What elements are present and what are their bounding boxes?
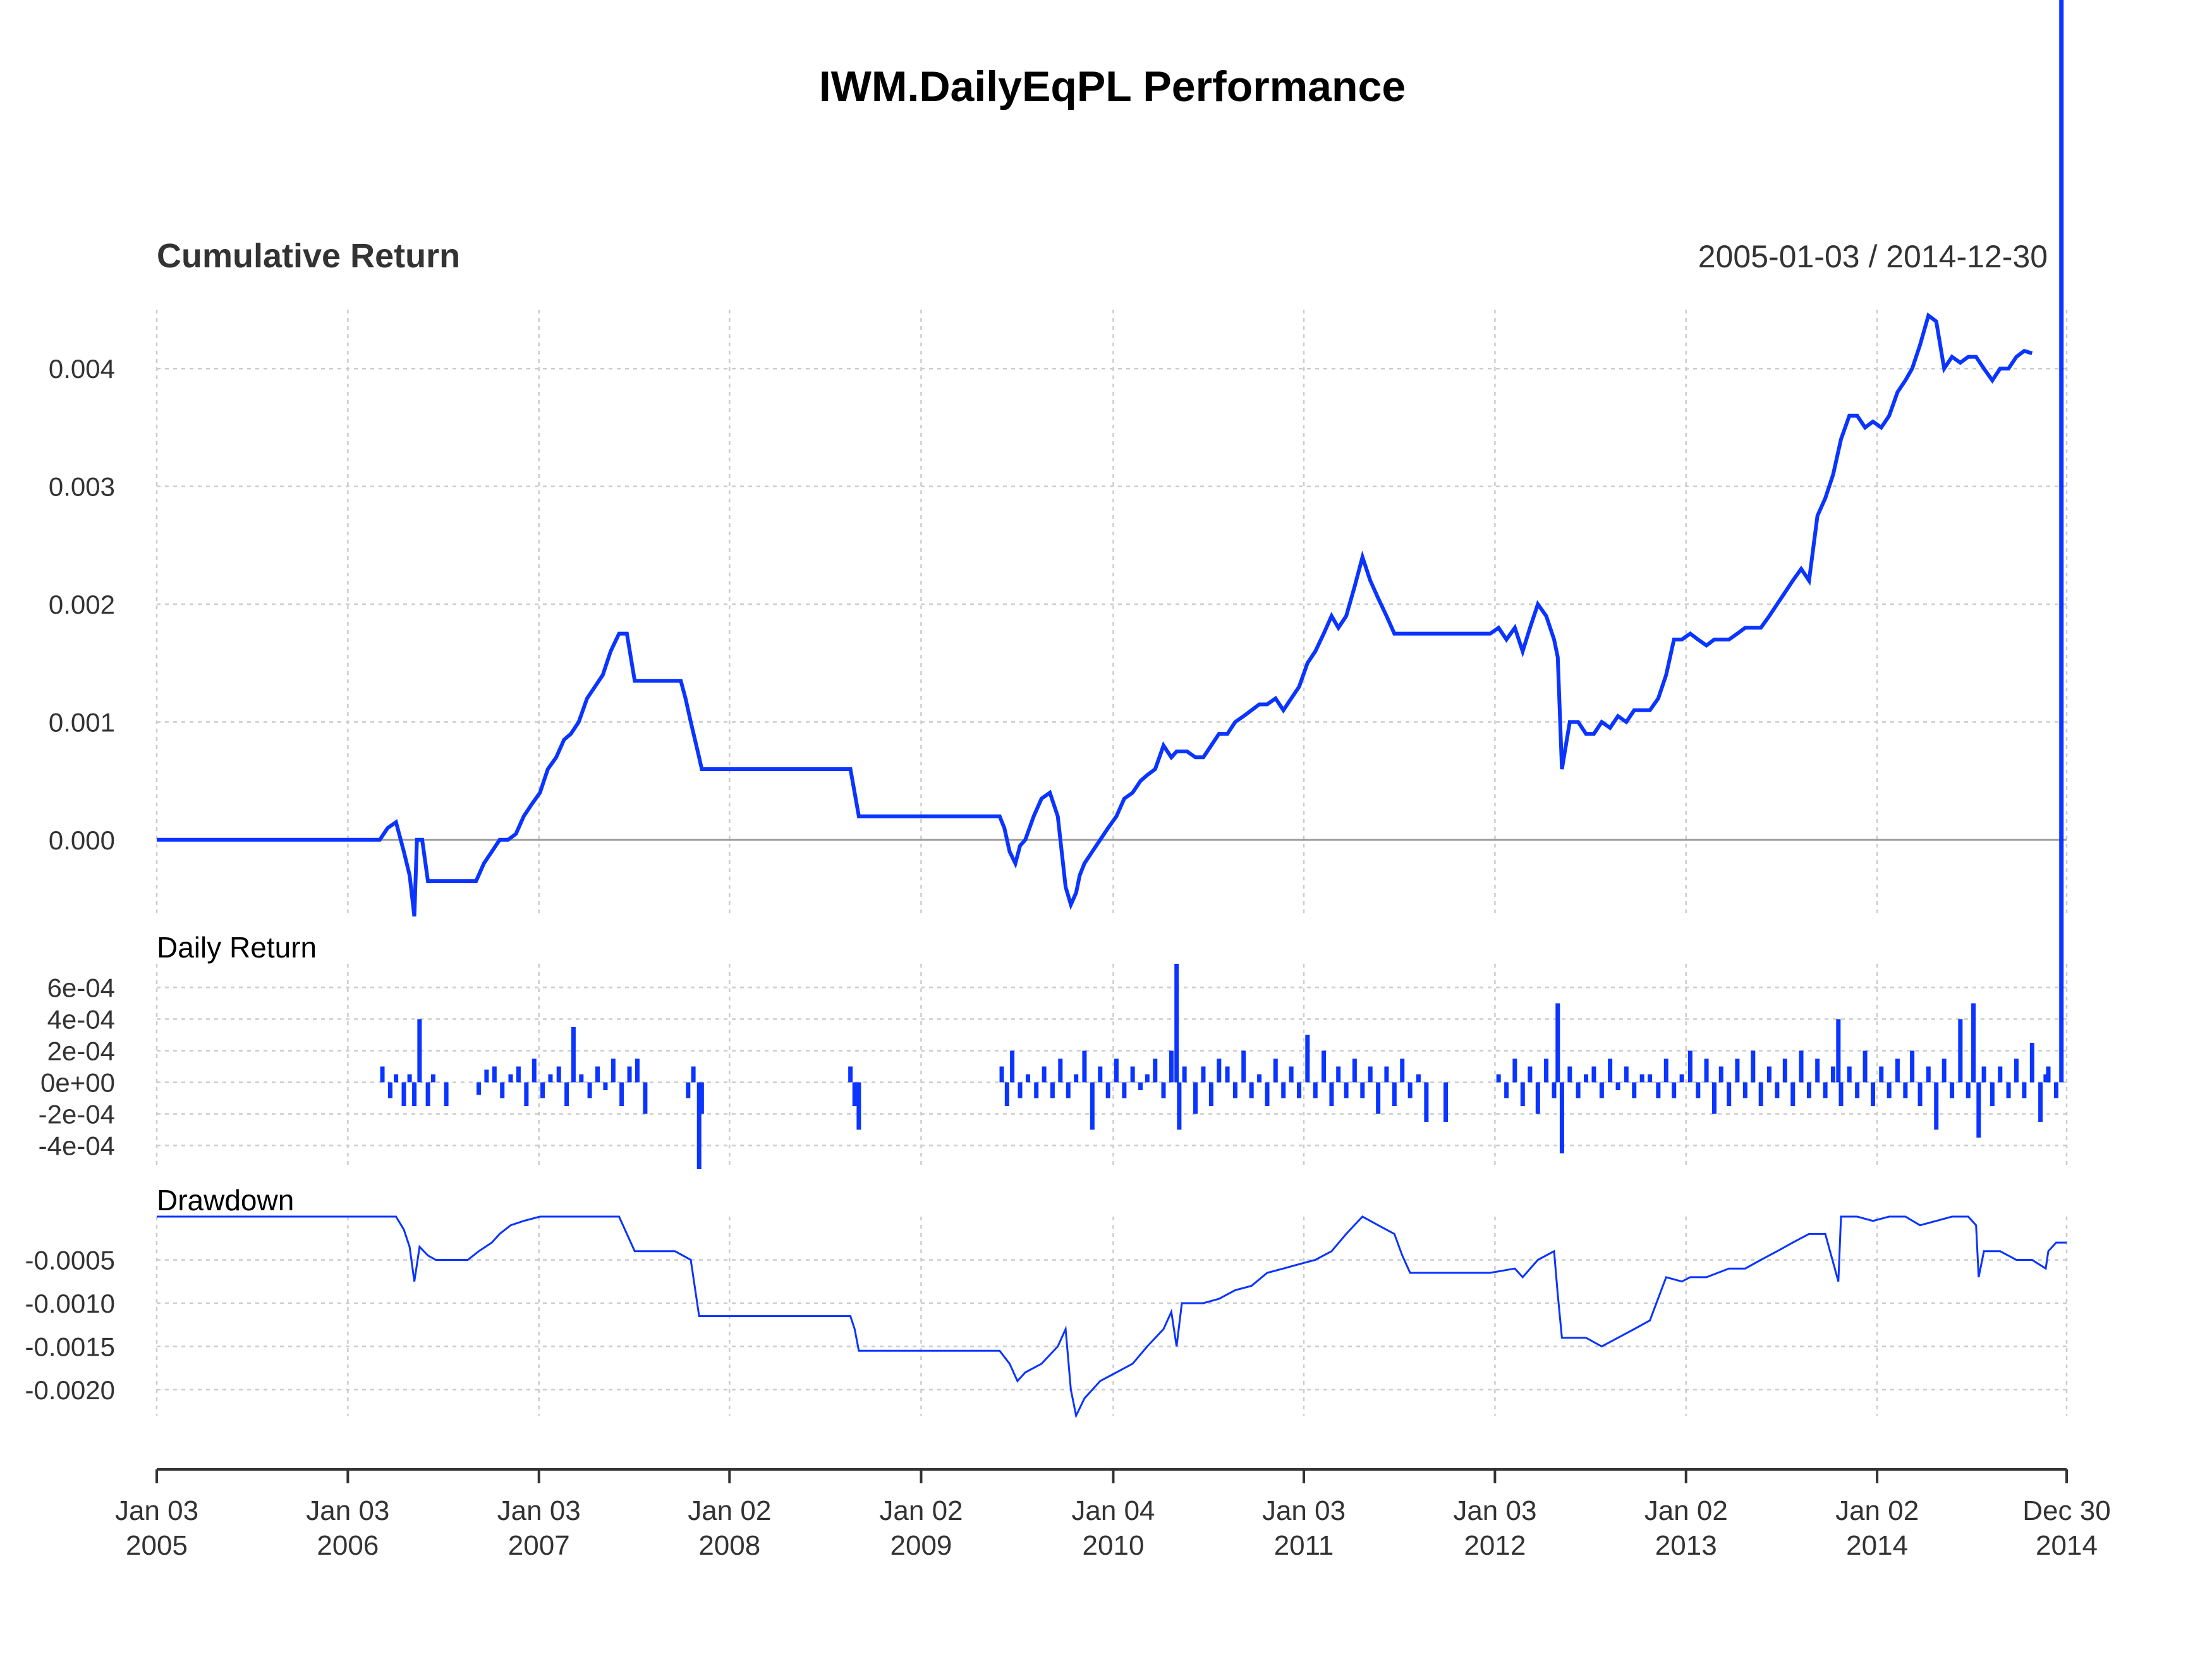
x-tick-label: Jan 02 <box>1644 1495 1728 1526</box>
x-tick-year: 2011 <box>1274 1530 1334 1561</box>
cumulative-return-title: Cumulative Return <box>157 237 460 275</box>
x-tick-year: 2014 <box>1846 1530 1908 1561</box>
y-tick-label: -2e-04 <box>39 1100 115 1129</box>
drawdown-title: Drawdown <box>157 1184 294 1217</box>
daily-return-title: Daily Return <box>157 931 317 964</box>
x-tick-label: Jan 03 <box>1262 1495 1346 1526</box>
y-tick-label: 0.002 <box>49 590 115 619</box>
y-tick-label: -0.0020 <box>25 1375 115 1405</box>
x-tick-label: Jan 03 <box>306 1495 389 1526</box>
x-tick-year: 2013 <box>1655 1530 1717 1561</box>
x-tick-label: Jan 02 <box>1835 1495 1919 1526</box>
x-tick-label: Jan 02 <box>688 1495 771 1526</box>
chart-panels: 0.0000.0010.0020.0030.004-4e-04-2e-040e+… <box>25 0 2068 1419</box>
x-tick-year: 2012 <box>1464 1530 1526 1561</box>
x-tick-year: 2006 <box>317 1530 379 1561</box>
drawdown-line <box>157 1215 2067 1419</box>
x-tick-label: Jan 03 <box>1453 1495 1536 1526</box>
y-tick-label: 0.003 <box>49 472 115 502</box>
x-tick-label: Dec 30 <box>2022 1495 2110 1526</box>
y-tick-label: 2e-04 <box>47 1036 115 1066</box>
x-tick-label: Jan 03 <box>497 1495 581 1526</box>
y-tick-label: 6e-04 <box>47 973 115 1003</box>
cumulative-return-line <box>157 312 2033 917</box>
y-tick-label: -0.0010 <box>25 1289 115 1318</box>
x-tick-label: Jan 03 <box>115 1495 198 1526</box>
y-tick-label: -4e-04 <box>39 1131 115 1161</box>
y-tick-label: -0.0015 <box>25 1332 115 1361</box>
y-tick-label: 0.004 <box>49 354 115 384</box>
x-tick-year: 2007 <box>508 1530 570 1561</box>
x-tick-label: Jan 02 <box>879 1495 963 1526</box>
x-tick-year: 2014 <box>2036 1530 2098 1561</box>
cumulative_return-panel: 0.000 0.001 0.002 0.003 0.004 <box>49 310 2068 917</box>
y-tick-label: 0.001 <box>49 707 115 737</box>
x-tick-year: 2010 <box>1083 1530 1145 1561</box>
x-axis: Jan 03 2005 Jan 03 2006 Jan 03 2007 Jan 02 2008… <box>115 1468 2111 1561</box>
x-tick-year: 2008 <box>698 1530 760 1561</box>
y-tick-label: -0.0005 <box>25 1245 115 1275</box>
x-tick-year: 2009 <box>890 1530 952 1561</box>
y-tick-label: 4e-04 <box>47 1005 115 1035</box>
drawdown-panel: -0.0020 -0.0015 -0.0010 -0.0005 <box>25 1215 2068 1419</box>
x-tick-year: 2005 <box>126 1530 188 1561</box>
y-tick-label: 0e+00 <box>40 1068 115 1098</box>
x-tick-label: Jan 04 <box>1071 1495 1155 1526</box>
chart-title: IWM.DailyEqPL Performance <box>819 63 1406 111</box>
y-tick-label: 0.000 <box>49 825 115 855</box>
date-range-label: 2005-01-03 / 2014-12-30 <box>1698 239 2048 274</box>
